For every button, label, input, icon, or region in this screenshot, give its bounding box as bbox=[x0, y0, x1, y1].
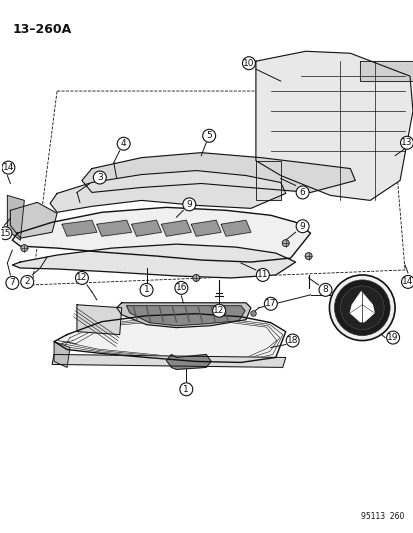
Polygon shape bbox=[10, 203, 57, 238]
Text: 95113  260: 95113 260 bbox=[360, 513, 403, 521]
Text: 17: 17 bbox=[264, 299, 276, 308]
Text: 1: 1 bbox=[143, 285, 149, 294]
Circle shape bbox=[318, 284, 331, 296]
Text: 14: 14 bbox=[401, 277, 413, 286]
Polygon shape bbox=[54, 342, 70, 367]
Text: 14: 14 bbox=[2, 163, 14, 172]
Circle shape bbox=[21, 276, 33, 288]
Circle shape bbox=[93, 171, 106, 184]
Circle shape bbox=[117, 138, 130, 150]
Text: 12: 12 bbox=[76, 273, 88, 282]
Text: 13: 13 bbox=[400, 138, 412, 147]
Polygon shape bbox=[54, 314, 285, 362]
Circle shape bbox=[179, 383, 192, 395]
Polygon shape bbox=[62, 220, 97, 236]
Circle shape bbox=[2, 161, 15, 174]
Polygon shape bbox=[12, 244, 295, 278]
Circle shape bbox=[295, 186, 309, 199]
Text: 5: 5 bbox=[206, 131, 211, 140]
Circle shape bbox=[282, 240, 289, 247]
Text: 9: 9 bbox=[299, 222, 305, 231]
Text: 15: 15 bbox=[0, 229, 11, 238]
Polygon shape bbox=[7, 196, 24, 240]
Polygon shape bbox=[116, 303, 250, 328]
Polygon shape bbox=[255, 51, 412, 200]
Circle shape bbox=[264, 297, 277, 310]
Circle shape bbox=[386, 331, 399, 344]
Polygon shape bbox=[50, 171, 285, 212]
Text: 12: 12 bbox=[213, 306, 224, 315]
Text: 4: 4 bbox=[121, 139, 126, 148]
Circle shape bbox=[21, 245, 28, 252]
Polygon shape bbox=[52, 354, 285, 367]
Polygon shape bbox=[77, 305, 121, 335]
Text: 9: 9 bbox=[186, 200, 192, 209]
Text: 3: 3 bbox=[97, 173, 102, 182]
Circle shape bbox=[400, 136, 413, 149]
Polygon shape bbox=[126, 306, 244, 326]
Circle shape bbox=[285, 334, 299, 347]
Text: 10: 10 bbox=[242, 59, 254, 68]
Polygon shape bbox=[12, 207, 310, 262]
Circle shape bbox=[212, 304, 225, 317]
Polygon shape bbox=[359, 61, 412, 81]
Circle shape bbox=[0, 227, 12, 240]
Circle shape bbox=[401, 276, 413, 288]
Circle shape bbox=[202, 130, 215, 142]
Text: 11: 11 bbox=[256, 270, 268, 279]
Circle shape bbox=[339, 286, 383, 329]
Text: 1: 1 bbox=[183, 385, 189, 394]
Polygon shape bbox=[349, 292, 373, 322]
Circle shape bbox=[75, 271, 88, 285]
Circle shape bbox=[192, 274, 199, 281]
Text: 2: 2 bbox=[24, 277, 30, 286]
Circle shape bbox=[183, 198, 195, 211]
Circle shape bbox=[174, 281, 188, 294]
Polygon shape bbox=[82, 152, 354, 192]
Circle shape bbox=[334, 280, 389, 336]
Polygon shape bbox=[131, 220, 161, 236]
Circle shape bbox=[329, 275, 394, 341]
Polygon shape bbox=[191, 220, 221, 236]
Circle shape bbox=[6, 277, 19, 289]
Polygon shape bbox=[97, 220, 131, 236]
Text: 8: 8 bbox=[322, 285, 328, 294]
Text: 6: 6 bbox=[299, 188, 305, 197]
Polygon shape bbox=[166, 354, 211, 369]
Circle shape bbox=[304, 253, 311, 260]
Polygon shape bbox=[255, 160, 280, 200]
Circle shape bbox=[295, 220, 309, 233]
Circle shape bbox=[140, 284, 153, 296]
Text: 7: 7 bbox=[9, 278, 15, 287]
Polygon shape bbox=[161, 220, 191, 236]
Text: 16: 16 bbox=[175, 284, 187, 293]
Text: 18: 18 bbox=[286, 336, 298, 345]
Circle shape bbox=[256, 269, 269, 281]
Polygon shape bbox=[221, 220, 250, 236]
Circle shape bbox=[242, 56, 255, 70]
Text: 13–260A: 13–260A bbox=[12, 23, 71, 36]
Text: 19: 19 bbox=[387, 333, 398, 342]
